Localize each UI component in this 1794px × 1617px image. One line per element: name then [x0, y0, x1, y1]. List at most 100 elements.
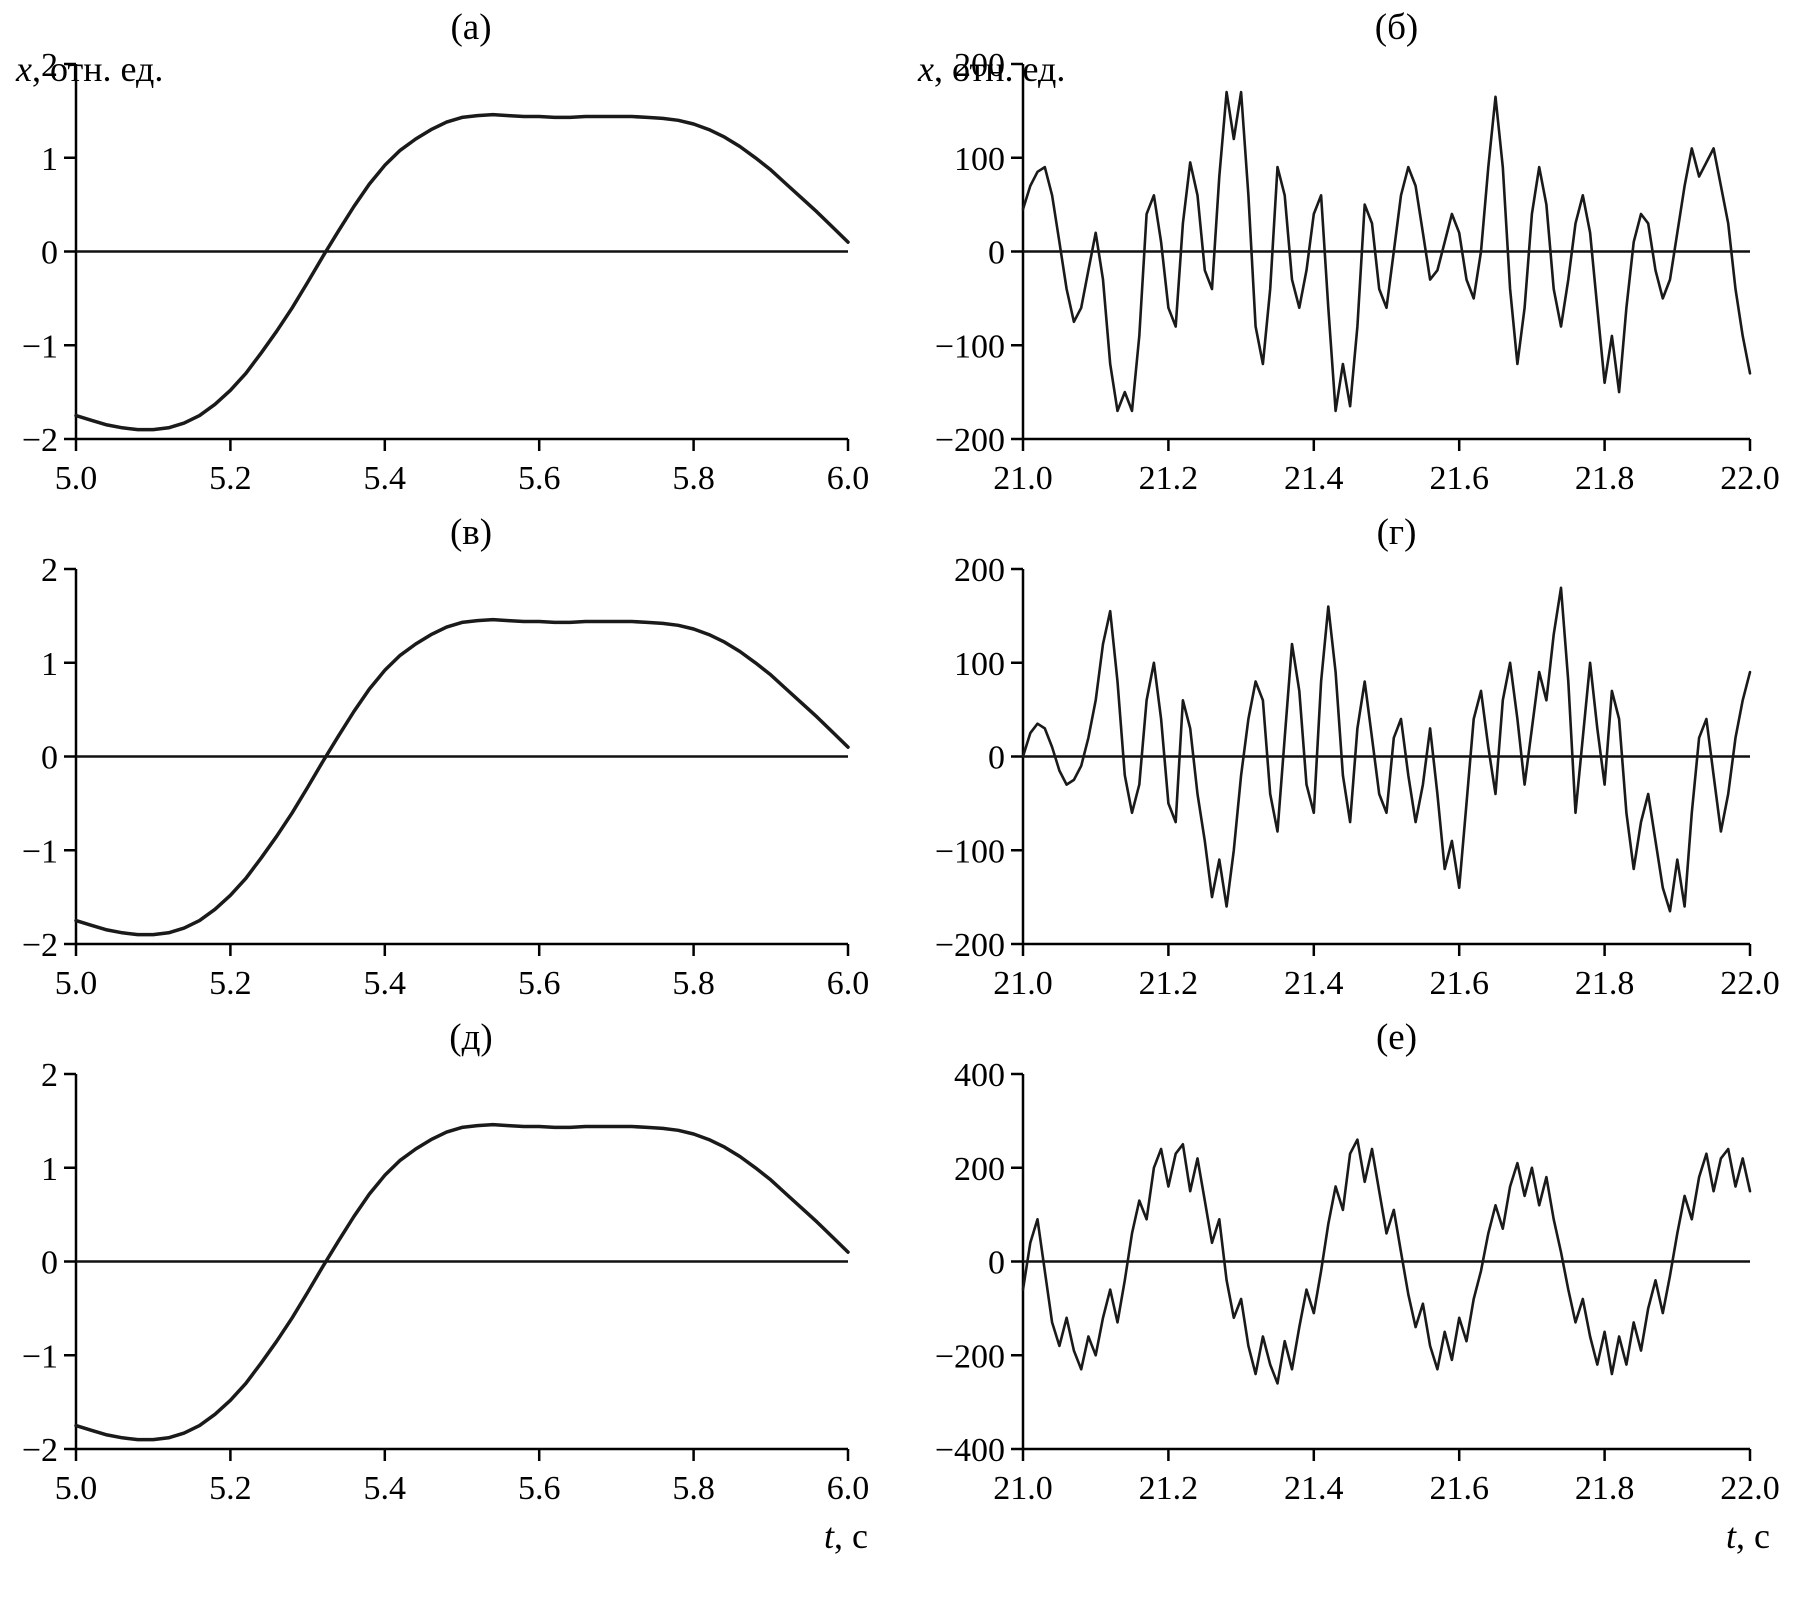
x-axis-variable: t [1726, 1516, 1737, 1556]
x-tick-label: 5.0 [55, 460, 98, 497]
y-tick-label: 200 [954, 552, 1005, 589]
y-tick-label: −1 [22, 328, 58, 365]
panel-e: (е) 400 200 0 −200 −400 21.0 21.2 21.4 21.6 21.8 2… [908, 1016, 1788, 1561]
x-axis-units: , с [834, 1516, 868, 1556]
panel-e-title: (е) [1375, 1017, 1418, 1058]
x-tick-label: 5.2 [209, 1470, 252, 1507]
y-tick-label: 100 [954, 141, 1005, 178]
y-axis-units: , отн. ед. [933, 49, 1066, 89]
chart-a: 2 1 0 −1 −25.0 5.2 5.4 5.6 5.8 6.0 [22, 47, 869, 497]
panel-v-title: (в) [449, 512, 493, 553]
y-tick-label: −200 [935, 1338, 1005, 1375]
y-axis-variable: x [16, 49, 32, 89]
y-tick-label: 1 [41, 141, 58, 178]
x-tick-label: 21.4 [1284, 965, 1344, 1002]
x-tick-label: 21.2 [1139, 965, 1199, 1002]
y-tick-label: 0 [41, 1245, 58, 1282]
x-tick-label: 21.0 [993, 1470, 1053, 1507]
y-tick-label: 2 [41, 552, 58, 589]
chart-v: 2 1 0 −1 −25.0 5.2 5.4 5.6 5.8 6.0 [22, 552, 869, 1002]
y-tick-label: −100 [935, 833, 1005, 870]
series-line [74, 617, 850, 937]
panel-a-title: (а) [450, 7, 492, 48]
series-line [1021, 586, 1752, 913]
x-tick-label: 5.0 [55, 965, 98, 1002]
y-tick-label: −2 [22, 1432, 58, 1469]
x-tick-label: 21.6 [1429, 1470, 1489, 1507]
panel-d-title: (д) [449, 1017, 493, 1058]
y-tick-label: 0 [41, 235, 58, 272]
y-tick-label: −400 [935, 1432, 1005, 1469]
y-axis-units: , отн. ед. [31, 49, 164, 89]
figure-grid: (а) x, отн. ед. 2 1 0 −1 −2 5.0 5.2 5.4 5.6 5.8 6.… [6, 6, 1788, 1561]
y-tick-label: 200 [954, 1151, 1005, 1188]
x-tick-label: 5.6 [518, 1470, 561, 1507]
x-axis-label-d: t, с [6, 1515, 886, 1561]
y-tick-label: −100 [935, 328, 1005, 365]
x-tick-label: 5.6 [518, 460, 561, 497]
x-tick-label: 5.4 [364, 1470, 407, 1507]
y-tick-label: −1 [22, 1338, 58, 1375]
x-axis-label-e: t, с [908, 1515, 1788, 1561]
y-tick-label: 2 [41, 47, 58, 84]
x-tick-label: 21.4 [1284, 460, 1344, 497]
series-line [1021, 1138, 1752, 1385]
x-tick-label: 5.8 [672, 460, 715, 497]
x-tick-label: 5.8 [672, 965, 715, 1002]
y-tick-label: 0 [988, 740, 1005, 777]
y-tick-label: −200 [935, 422, 1005, 459]
x-tick-label: 5.2 [209, 965, 252, 1002]
x-tick-label: 21.8 [1575, 965, 1635, 1002]
x-tick-label: 5.4 [364, 460, 407, 497]
panel-d: (д) 2 1 0 −1 −2 5.0 5.2 5.4 5.6 5.8 6.0 t, с [6, 1016, 886, 1561]
x-tick-label: 21.6 [1429, 965, 1489, 1002]
y-tick-label: 0 [988, 235, 1005, 272]
y-tick-label: 1 [41, 1151, 58, 1188]
y-tick-label: −200 [935, 927, 1005, 964]
x-tick-label: 5.6 [518, 965, 561, 1002]
panel-g-title: (г) [1376, 512, 1417, 553]
x-tick-label: 5.4 [364, 965, 407, 1002]
panel-v: (в) 2 1 0 −1 −2 5.0 5.2 5.4 5.6 5.8 6.0 [6, 511, 886, 1010]
x-tick-label: 21.4 [1284, 1470, 1344, 1507]
x-tick-label: 6.0 [827, 965, 870, 1002]
x-axis-units: , с [1736, 1516, 1770, 1556]
y-axis-variable: x [918, 49, 934, 89]
x-tick-label: 21.8 [1575, 1470, 1635, 1507]
x-tick-label: 21.0 [993, 460, 1053, 497]
y-tick-label: 200 [954, 47, 1005, 84]
y-tick-label: 0 [988, 1245, 1005, 1282]
x-tick-label: 22.0 [1720, 965, 1780, 1002]
x-tick-label: 5.8 [672, 1470, 715, 1507]
y-tick-label: 0 [41, 740, 58, 777]
panel-a: (а) x, отн. ед. 2 1 0 −1 −2 5.0 5.2 5.4 5.6 5.8 6.… [6, 6, 886, 505]
y-tick-label: 2 [41, 1057, 58, 1094]
y-tick-label: −1 [22, 833, 58, 870]
panel-b-title: (б) [1374, 7, 1419, 48]
x-tick-label: 21.8 [1575, 460, 1635, 497]
y-tick-label: 1 [41, 646, 58, 683]
panel-b: (б) x, отн. ед. 200 100 0 −100 −200 21.0 21.2 2… [908, 6, 1788, 505]
y-tick-label: 100 [954, 646, 1005, 683]
panel-g: (г) 200 100 0 −100 −200 21.0 21.2 21.4 21.6 21.8 2… [908, 511, 1788, 1010]
x-tick-label: 22.0 [1720, 1470, 1780, 1507]
x-tick-label: 21.0 [993, 965, 1053, 1002]
x-tick-label: 21.6 [1429, 460, 1489, 497]
x-axis-variable: t [824, 1516, 835, 1556]
x-tick-label: 21.2 [1139, 1470, 1199, 1507]
x-tick-label: 22.0 [1720, 460, 1780, 497]
x-tick-label: 5.2 [209, 460, 252, 497]
y-axis-label-a: x, отн. ед. [16, 48, 163, 90]
y-tick-label: −2 [22, 422, 58, 459]
y-tick-label: 400 [954, 1057, 1005, 1094]
series-line [1021, 90, 1752, 413]
chart-d: 2 1 0 −1 −25.0 5.2 5.4 5.6 5.8 6.0 [22, 1057, 869, 1507]
series-line [74, 1122, 850, 1442]
y-tick-label: −2 [22, 927, 58, 964]
x-tick-label: 6.0 [827, 1470, 870, 1507]
x-tick-label: 21.2 [1139, 460, 1199, 497]
x-tick-label: 6.0 [827, 460, 870, 497]
